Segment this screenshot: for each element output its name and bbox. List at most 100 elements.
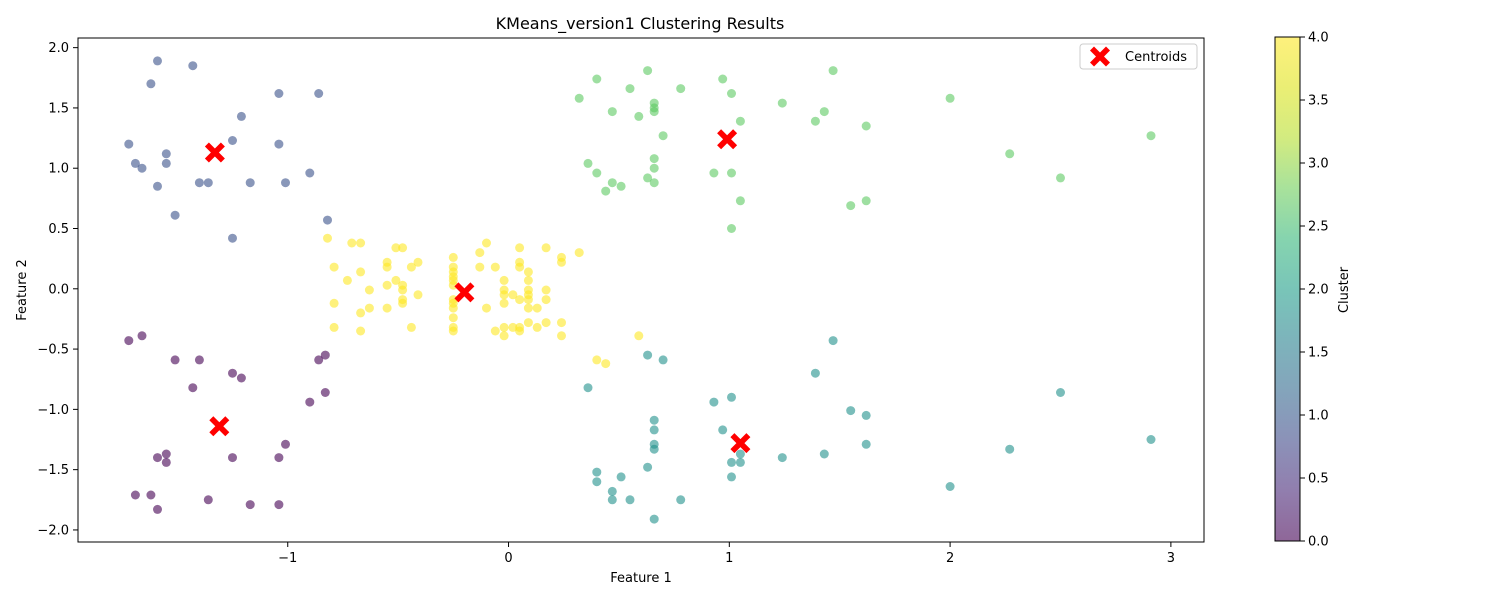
colorbar-tick-label: 1.5 (1308, 346, 1329, 361)
data-point-cluster-4 (541, 295, 551, 305)
data-point-cluster-3 (625, 84, 635, 94)
data-point-cluster-3 (945, 93, 955, 103)
data-point-cluster-3 (727, 224, 736, 233)
data-point-cluster-4 (499, 275, 509, 285)
colorbar-tick-label: 4.0 (1308, 31, 1329, 46)
data-point-cluster-4 (490, 262, 500, 272)
data-point-cluster-1 (153, 56, 162, 66)
plot-frame (77, 37, 1205, 543)
data-point-cluster-3 (819, 107, 829, 117)
data-point-cluster-2 (709, 397, 719, 407)
data-point-cluster-4 (499, 290, 509, 300)
data-point-cluster-1 (245, 178, 255, 188)
data-point-cluster-2 (649, 415, 659, 425)
data-point-cluster-2 (625, 495, 635, 505)
data-point-cluster-0 (274, 500, 284, 510)
y-tick-label: −1.5 (37, 463, 69, 478)
data-point-cluster-4 (391, 275, 401, 285)
data-point-cluster-2 (861, 410, 871, 420)
data-point-cluster-4 (523, 318, 533, 328)
legend-label-centroids: Centroids (1125, 50, 1187, 65)
legend-centroid-marker (1090, 46, 1110, 67)
data-point-cluster-3 (649, 107, 659, 117)
data-point-cluster-1 (281, 178, 290, 188)
data-point-cluster-2 (846, 406, 856, 416)
colorbar-tick-label: 2.5 (1308, 220, 1329, 235)
y-tick-label: 0.0 (48, 282, 69, 297)
data-point-cluster-4 (364, 285, 374, 295)
data-point-cluster-3 (616, 181, 626, 191)
data-point-cluster-4 (592, 355, 602, 365)
data-point-cluster-4 (382, 303, 392, 313)
data-point-cluster-2 (1005, 444, 1015, 454)
data-point-cluster-1 (137, 163, 147, 173)
legend[interactable]: Centroids (1079, 43, 1198, 70)
data-point-cluster-0 (314, 355, 324, 365)
data-point-cluster-4 (356, 267, 366, 277)
x-tick-label: 0 (504, 551, 512, 566)
data-point-cluster-4 (329, 298, 339, 308)
centroid-marker (204, 142, 225, 163)
data-point-cluster-4 (482, 238, 491, 248)
data-point-cluster-3 (709, 168, 719, 178)
data-point-cluster-3 (777, 98, 787, 108)
data-point-cluster-0 (161, 457, 171, 467)
data-point-cluster-3 (574, 93, 584, 103)
data-point-cluster-1 (194, 178, 204, 188)
data-point-cluster-2 (861, 439, 871, 449)
data-point-cluster-1 (130, 158, 140, 168)
data-point-cluster-3 (727, 89, 736, 98)
x-axis-label: Feature 1 (610, 571, 672, 586)
data-point-cluster-2 (727, 472, 736, 482)
data-point-cluster-3 (649, 163, 659, 173)
data-point-cluster-4 (508, 290, 518, 300)
data-point-cluster-4 (523, 303, 533, 313)
data-point-cluster-0 (320, 388, 330, 397)
data-point-cluster-4 (541, 243, 551, 253)
data-point-cluster-2 (649, 425, 659, 435)
colorbar-tick-label: 2.0 (1308, 283, 1329, 298)
data-point-cluster-2 (1056, 388, 1065, 397)
data-point-cluster-4 (448, 313, 458, 323)
data-point-cluster-2 (810, 368, 820, 378)
data-point-cluster-0 (188, 383, 198, 393)
x-axis: −1 0 1 2 3 (278, 542, 1175, 566)
data-point-cluster-4 (356, 238, 366, 248)
data-point-cluster-4 (342, 275, 352, 285)
data-point-cluster-4 (398, 298, 408, 308)
y-tick-label: −0.5 (37, 343, 69, 358)
data-point-cluster-4 (382, 262, 392, 272)
data-point-cluster-4 (532, 322, 542, 332)
data-point-cluster-0 (124, 336, 134, 346)
data-point-cluster-1 (323, 215, 332, 225)
colorbar-label: Cluster (1337, 266, 1352, 313)
data-point-cluster-3 (828, 66, 838, 76)
data-point-cluster-3 (658, 131, 668, 141)
data-point-cluster-2 (676, 495, 686, 505)
data-point-cluster-4 (557, 331, 566, 341)
x-tick-label: 3 (1167, 551, 1175, 566)
centroid-marker (717, 129, 738, 150)
centroid-marker (209, 416, 230, 437)
data-point-cluster-4 (448, 326, 458, 336)
data-point-cluster-4 (532, 303, 542, 313)
data-point-cluster-4 (523, 275, 533, 285)
colorbar-tick-label: 1.0 (1308, 409, 1329, 424)
data-point-cluster-0 (161, 449, 171, 459)
data-point-cluster-4 (329, 322, 339, 332)
data-point-cluster-2 (828, 336, 838, 346)
data-point-cluster-4 (499, 331, 509, 341)
data-point-cluster-0 (274, 453, 284, 463)
data-point-cluster-4 (406, 262, 416, 272)
y-axis-label: Feature 2 (15, 259, 30, 321)
data-point-cluster-4 (448, 252, 458, 262)
data-point-cluster-0 (245, 500, 255, 510)
colorbar: 0.0 0.5 1.0 1.5 2.0 2.5 3.0 3.5 4.0 Cluster (1274, 31, 1352, 550)
y-axis: −2.0 −1.5 −1.0 −0.5 0.0 0.5 1.0 1.5 2.0 (37, 41, 78, 538)
data-point-cluster-3 (643, 173, 653, 183)
data-point-cluster-0 (170, 355, 180, 365)
data-point-cluster-0 (203, 495, 213, 505)
data-point-cluster-1 (228, 136, 237, 145)
data-point-cluster-3 (810, 116, 820, 126)
data-point-cluster-2 (777, 453, 787, 463)
